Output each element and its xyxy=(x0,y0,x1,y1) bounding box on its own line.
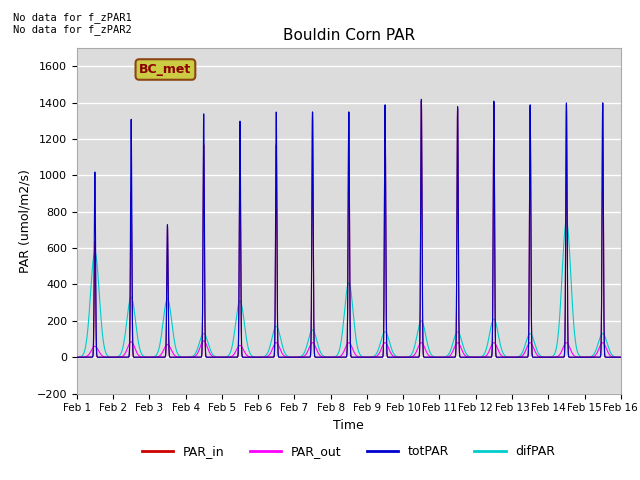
X-axis label: Time: Time xyxy=(333,419,364,432)
Text: No data for f_zPAR1: No data for f_zPAR1 xyxy=(13,12,132,23)
Y-axis label: PAR (umol/m2/s): PAR (umol/m2/s) xyxy=(18,169,31,273)
Title: Bouldin Corn PAR: Bouldin Corn PAR xyxy=(283,28,415,43)
Legend: PAR_in, PAR_out, totPAR, difPAR: PAR_in, PAR_out, totPAR, difPAR xyxy=(137,440,561,463)
Text: No data for f_zPAR2: No data for f_zPAR2 xyxy=(13,24,132,35)
Text: BC_met: BC_met xyxy=(140,63,191,76)
